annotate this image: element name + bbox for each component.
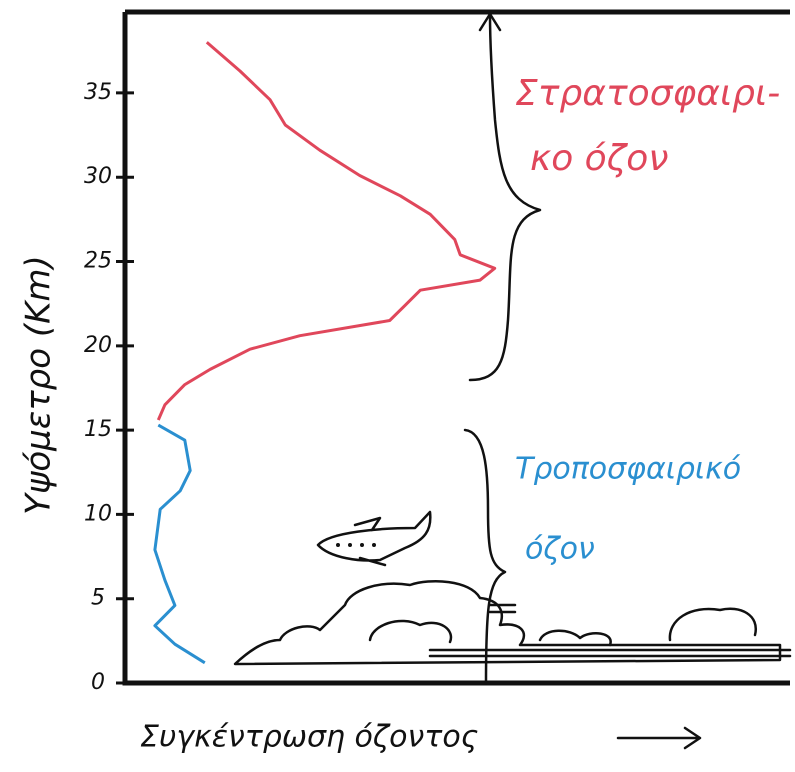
airplane [316,510,432,567]
y-axis-label: Υψόμετρο (Km) [19,255,59,515]
series-label: όζον [525,532,595,567]
y-tick-label: 15 [84,417,112,442]
cloud-streaks [428,603,792,658]
troposphere-brace [463,428,507,685]
series-label: Στρατοσφαιρι- [515,73,780,114]
y-tick-label: 30 [84,164,112,189]
y-tick-label: 5 [91,586,105,611]
ozone-line [153,423,206,665]
series-label: Τροποσφαιρικό [515,452,741,487]
ozone-line [156,41,497,421]
cloud-large [233,580,782,666]
airplane-windows [336,543,376,547]
series-label: κο όζον [530,138,668,179]
y-tick-label: 0 [91,670,105,695]
y-tick-label: 10 [84,501,112,526]
brace-arrow-head [478,12,502,32]
y-tick-label: 35 [84,80,112,105]
cloud-right [668,607,757,642]
x-axis-label: Συγκέντρωση όζοντος [140,720,478,755]
cloud-small [538,629,612,647]
y-tick-label: 25 [84,249,112,274]
y-tick-label: 20 [84,333,112,358]
cloud-inner [368,619,453,644]
x-axis-arrow [616,726,702,750]
stratosphere-brace [468,13,542,382]
